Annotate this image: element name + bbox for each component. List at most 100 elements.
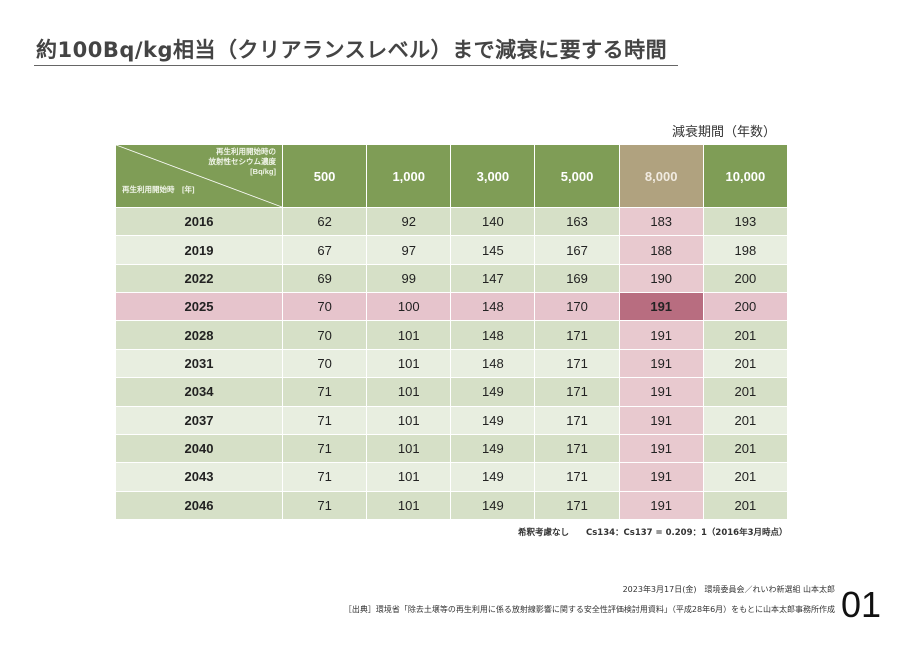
decay-table: 再生利用開始時の 放射性セシウム濃度 [Bq/kg] 再生利用開始時 [年] 5…	[115, 144, 789, 521]
value-cell: 171	[534, 490, 620, 521]
column-header: 8,000	[618, 144, 704, 208]
value-cell: 171	[534, 433, 620, 464]
value-cell: 97	[366, 235, 452, 265]
value-cell: 70	[281, 292, 368, 322]
column-header: 3,000	[450, 144, 536, 208]
table-body: 2016 62 92 140 163 183 193 2019 67 97 145 167 188 198…	[115, 206, 789, 521]
corner-concentration-label: 再生利用開始時の 放射性セシウム濃度 [Bq/kg]	[209, 147, 277, 177]
corner-line-3: [Bq/kg]	[250, 167, 276, 176]
table-row: 2028 70 101 148 171 191 201	[115, 320, 789, 350]
value-cell: 71	[281, 377, 368, 407]
value-cell: 149	[450, 433, 536, 464]
value-cell: 70	[281, 348, 368, 379]
value-cell: 169	[534, 263, 620, 294]
column-header: 500	[281, 144, 368, 208]
table-row: 2043 71 101 149 171 191 201	[115, 462, 789, 492]
row-year-cell: 2040	[115, 433, 283, 464]
value-cell: 171	[534, 320, 620, 350]
table-row: 2034 71 101 149 171 191 201	[115, 377, 789, 407]
table-row: 2031 70 101 148 171 191 201	[115, 348, 789, 379]
corner-line-1: 再生利用開始時の	[216, 147, 276, 156]
column-header: 10,000	[702, 144, 789, 208]
value-cell: 149	[450, 405, 536, 435]
table-row: 2037 71 101 149 171 191 201	[115, 405, 789, 435]
value-cell: 201	[702, 405, 789, 435]
value-cell: 167	[534, 235, 620, 265]
value-cell: 71	[281, 433, 368, 464]
table-note: 希釈考慮なし Cs134：Cs137 = 0.209：1（2016年3月時点）	[518, 528, 788, 538]
value-cell: 67	[281, 235, 368, 265]
value-cell: 101	[366, 377, 452, 407]
title-underline	[34, 65, 678, 66]
value-cell: 62	[281, 206, 368, 237]
row-year-cell: 2022	[115, 263, 283, 294]
table-header-row: 再生利用開始時の 放射性セシウム濃度 [Bq/kg] 再生利用開始時 [年] 5…	[115, 144, 789, 208]
value-cell: 191	[618, 292, 704, 322]
value-cell: 201	[702, 490, 789, 521]
value-cell: 100	[366, 292, 452, 322]
value-cell: 148	[450, 320, 536, 350]
value-cell: 101	[366, 320, 452, 350]
row-year-cell: 2043	[115, 462, 283, 492]
value-cell: 149	[450, 490, 536, 521]
value-cell: 193	[702, 206, 789, 237]
value-cell: 149	[450, 462, 536, 492]
value-cell: 163	[534, 206, 620, 237]
value-cell: 171	[534, 377, 620, 407]
table-row: 2022 69 99 147 169 190 200	[115, 263, 789, 294]
table-caption: 減衰期間（年数）	[672, 125, 777, 140]
value-cell: 191	[618, 348, 704, 379]
value-cell: 201	[702, 377, 789, 407]
row-year-cell: 2028	[115, 320, 283, 350]
page-title: 約100Bq/kg相当（クリアランスレベル）まで減衰に要する時間	[36, 38, 668, 62]
value-cell: 201	[702, 462, 789, 492]
value-cell: 101	[366, 405, 452, 435]
row-year-cell: 2016	[115, 206, 283, 237]
value-cell: 171	[534, 462, 620, 492]
row-year-cell: 2019	[115, 235, 283, 265]
value-cell: 198	[702, 235, 789, 265]
value-cell: 171	[534, 348, 620, 379]
row-year-cell: 2037	[115, 405, 283, 435]
row-year-cell: 2025	[115, 292, 283, 322]
value-cell: 191	[618, 405, 704, 435]
value-cell: 99	[366, 263, 452, 294]
value-cell: 190	[618, 263, 704, 294]
value-cell: 71	[281, 490, 368, 521]
row-year-cell: 2031	[115, 348, 283, 379]
value-cell: 101	[366, 348, 452, 379]
corner-year-label: 再生利用開始時 [年]	[122, 185, 195, 194]
row-year-cell: 2046	[115, 490, 283, 521]
table-row: 2016 62 92 140 163 183 193	[115, 206, 789, 237]
table-row: 2019 67 97 145 167 188 198	[115, 235, 789, 265]
value-cell: 147	[450, 263, 536, 294]
value-cell: 191	[618, 462, 704, 492]
page-number: 01	[841, 584, 882, 625]
column-header: 1,000	[366, 144, 452, 208]
value-cell: 188	[618, 235, 704, 265]
column-header: 5,000	[534, 144, 620, 208]
value-cell: 71	[281, 462, 368, 492]
footer-source-line: ［出典］環境省「除去土壌等の再生利用に係る放射線影響に関する安全性評価検討用資料…	[343, 605, 835, 614]
value-cell: 170	[534, 292, 620, 322]
value-cell: 200	[702, 292, 789, 322]
value-cell: 69	[281, 263, 368, 294]
value-cell: 148	[450, 348, 536, 379]
corner-diagonal-line	[116, 145, 282, 207]
value-cell: 101	[366, 433, 452, 464]
value-cell: 183	[618, 206, 704, 237]
value-cell: 171	[534, 405, 620, 435]
value-cell: 201	[702, 348, 789, 379]
table-row: 2025 70 100 148 170 191 200	[115, 292, 789, 322]
value-cell: 191	[618, 490, 704, 521]
value-cell: 191	[618, 377, 704, 407]
value-cell: 201	[702, 433, 789, 464]
value-cell: 191	[618, 433, 704, 464]
value-cell: 201	[702, 320, 789, 350]
decay-table-container: 再生利用開始時の 放射性セシウム濃度 [Bq/kg] 再生利用開始時 [年] 5…	[115, 144, 789, 521]
value-cell: 200	[702, 263, 789, 294]
table-corner-header: 再生利用開始時の 放射性セシウム濃度 [Bq/kg] 再生利用開始時 [年]	[115, 144, 283, 208]
value-cell: 71	[281, 405, 368, 435]
value-cell: 149	[450, 377, 536, 407]
table-row: 2040 71 101 149 171 191 201	[115, 433, 789, 464]
